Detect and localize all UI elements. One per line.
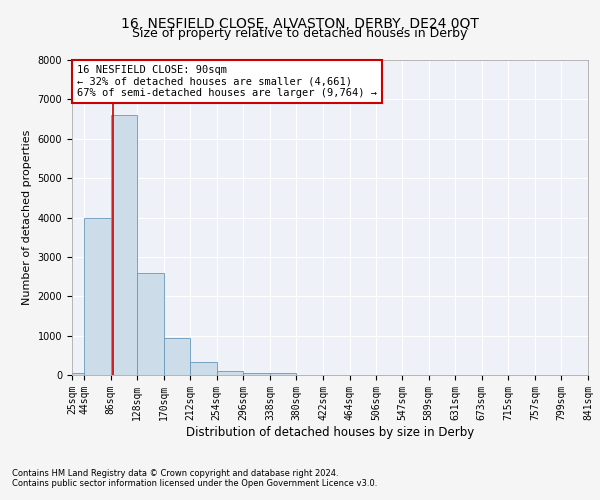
Bar	[72, 372, 84, 375]
Text: 16 NESFIELD CLOSE: 90sqm
← 32% of detached houses are smaller (4,661)
67% of sem: 16 NESFIELD CLOSE: 90sqm ← 32% of detach…	[77, 64, 377, 98]
Y-axis label: Number of detached properties: Number of detached properties	[22, 130, 32, 305]
Bar	[164, 338, 190, 375]
Text: 16, NESFIELD CLOSE, ALVASTON, DERBY, DE24 0QT: 16, NESFIELD CLOSE, ALVASTON, DERBY, DE2…	[121, 18, 479, 32]
Bar	[137, 272, 164, 375]
Bar	[217, 371, 244, 375]
Text: Contains public sector information licensed under the Open Government Licence v3: Contains public sector information licen…	[12, 478, 377, 488]
Text: Size of property relative to detached houses in Derby: Size of property relative to detached ho…	[133, 28, 467, 40]
Bar	[190, 362, 217, 375]
X-axis label: Distribution of detached houses by size in Derby: Distribution of detached houses by size …	[186, 426, 474, 438]
Bar	[270, 373, 296, 375]
Bar	[84, 218, 110, 375]
Text: Contains HM Land Registry data © Crown copyright and database right 2024.: Contains HM Land Registry data © Crown c…	[12, 468, 338, 477]
Bar	[110, 115, 137, 375]
Bar	[244, 372, 270, 375]
